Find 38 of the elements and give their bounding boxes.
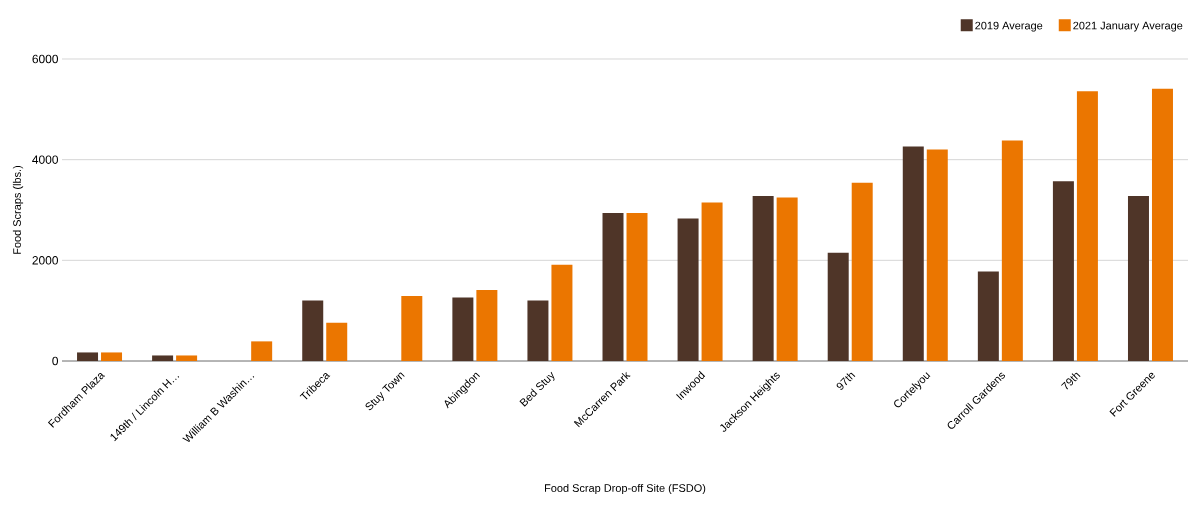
x-axis-title: Food Scrap Drop-off Site (FSDO) (545, 483, 706, 495)
legend-label: 2019 Average (975, 21, 1043, 32)
bar (1127, 195, 1149, 361)
legend-label: 2021 January Average (1073, 21, 1183, 32)
bar (1052, 181, 1074, 361)
bar (977, 271, 999, 361)
bar (302, 300, 324, 361)
bar (752, 195, 774, 361)
bar (551, 264, 573, 361)
bar (1001, 140, 1023, 361)
bar (527, 300, 549, 361)
bar (401, 296, 423, 361)
bar (1076, 91, 1098, 361)
bar (251, 341, 273, 361)
x-tick-label: 79th (1061, 372, 1081, 390)
bar (926, 149, 948, 361)
bar (776, 197, 798, 361)
bar (851, 182, 873, 361)
bar (452, 297, 474, 361)
y-tick-label: 6000 (32, 54, 59, 64)
bar (101, 352, 123, 361)
bar (902, 146, 924, 361)
bar (677, 218, 699, 361)
bar (602, 213, 624, 361)
y-tick-label: 2000 (32, 256, 59, 265)
bar (176, 355, 198, 361)
bar (77, 352, 99, 361)
bar (476, 290, 498, 361)
y-tick-label: 4000 (32, 155, 59, 164)
bar (626, 213, 648, 361)
bar (152, 355, 174, 361)
bar (326, 322, 348, 361)
x-tick-label: 97th (836, 372, 856, 390)
bar (701, 202, 723, 361)
y-tick-label: 0 (52, 356, 59, 366)
bar (827, 252, 849, 361)
bar (1151, 88, 1173, 361)
y-axis-title: Food Scraps (lbs.) (12, 165, 24, 254)
